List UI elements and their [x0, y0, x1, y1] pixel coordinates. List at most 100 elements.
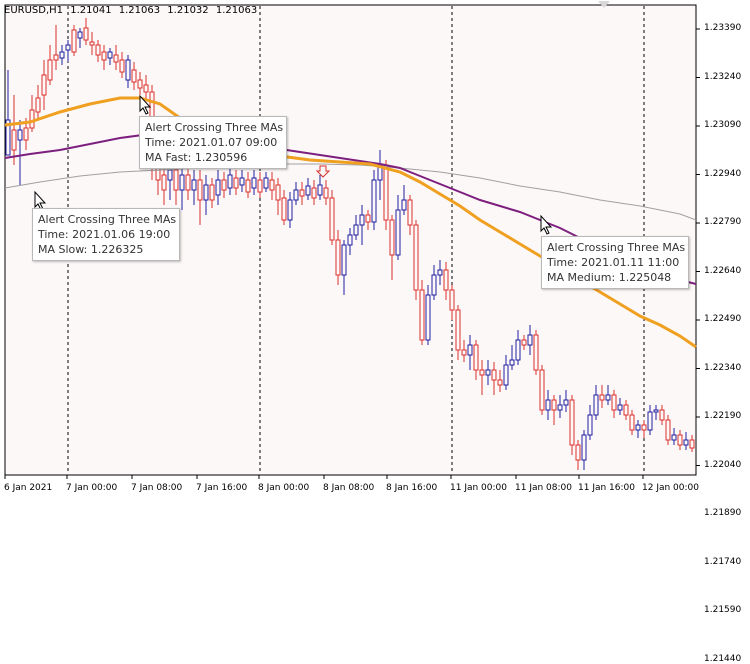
candle-body [275, 184, 281, 201]
candle-body [611, 394, 617, 411]
candle-body [515, 339, 521, 361]
alert-tooltip-medium: Alert Crossing Three MAs Time: 2021.01.1… [541, 236, 689, 289]
candle-body [251, 177, 257, 189]
price-tick-label: 1.21890 [704, 508, 742, 518]
candle-body [71, 29, 77, 53]
alert-arrow-icon [315, 165, 331, 178]
candle-body [119, 59, 125, 73]
ma-slow-line [4, 163, 697, 221]
candle-body [305, 185, 311, 196]
candle-body [563, 399, 569, 406]
candle-body [671, 434, 677, 441]
candle-body [623, 404, 629, 416]
candle-body [167, 169, 173, 181]
price-tick-label: 1.23390 [704, 23, 742, 33]
candle-body [677, 434, 683, 446]
tooltip-value: MA Medium: 1.225048 [547, 271, 672, 284]
candle-body [125, 59, 131, 81]
tooltip-title: Alert Crossing Three MAs [145, 121, 284, 134]
candle-body [629, 414, 635, 431]
candle-body [407, 199, 413, 226]
candle-body [95, 44, 101, 56]
low-value: 1.21032 [167, 5, 209, 16]
alert-tooltip-slow: Alert Crossing Three MAs Time: 2021.01.0… [32, 208, 180, 261]
candle-body [689, 439, 695, 449]
price-tick-label: 1.22490 [704, 314, 742, 324]
time-tick-label: 6 Jan 2021 [4, 483, 53, 493]
candle-body [413, 224, 419, 291]
candle-body [569, 399, 575, 446]
candle-body [335, 239, 341, 276]
candle-body [557, 404, 563, 411]
candle-body [299, 189, 305, 197]
candle-body [491, 369, 497, 381]
price-tick-label: 1.22040 [704, 459, 742, 470]
candle-body [23, 127, 29, 141]
price-tick-label: 1.21440 [704, 653, 742, 664]
candle-body [293, 189, 299, 201]
candle-body [221, 179, 227, 191]
candle-body [227, 174, 233, 189]
candle-body [359, 214, 365, 226]
time-tick-label: 7 Jan 08:00 [131, 483, 183, 493]
candle-body [197, 179, 203, 201]
candle-body [5, 119, 11, 156]
time-tick-label: 7 Jan 00:00 [66, 483, 118, 493]
candles [5, 18, 695, 470]
candle-body [635, 424, 641, 431]
candle-body [431, 274, 437, 296]
cursor-icon [139, 94, 152, 115]
candle-body [539, 369, 545, 411]
candle-body [419, 289, 425, 341]
candle-body [323, 187, 329, 199]
candle-body [617, 404, 623, 411]
symbol-header: EURUSD,H1 1.21041 1.21063 1.21032 1.2106… [4, 5, 261, 16]
tooltip-value: MA Slow: 1.226325 [38, 243, 144, 256]
candle-body [329, 197, 335, 241]
time-tick-label: 8 Jan 08:00 [323, 483, 375, 493]
candle-body [185, 174, 191, 191]
cursor-icon [540, 214, 553, 235]
candle-body [389, 219, 395, 256]
candle-body [467, 344, 473, 356]
tooltip-time: Time: 2021.01.06 19:00 [38, 228, 171, 241]
candle-body [665, 419, 671, 441]
price-tick-label: 1.21590 [704, 605, 742, 615]
tooltip-title: Alert Crossing Three MAs [547, 241, 686, 254]
candle-body [479, 369, 485, 376]
candle-body [203, 184, 209, 201]
candle-body [527, 334, 533, 346]
time-tick-label: 11 Jan 08:00 [515, 483, 572, 493]
candle-body [647, 411, 653, 431]
candle-body [641, 424, 647, 431]
candle-body [395, 209, 401, 256]
price-ticks [4, 28, 700, 479]
candle-body [653, 409, 659, 413]
tooltip-title: Alert Crossing Three MAs [38, 213, 177, 226]
candle-body [683, 439, 689, 446]
candle-body [503, 364, 509, 386]
candle-body [587, 414, 593, 436]
candle-body [257, 179, 263, 193]
price-tick-label: 1.22640 [704, 265, 742, 276]
open-value: 1.21041 [70, 5, 112, 16]
candle-body [311, 187, 317, 199]
candle-body [347, 234, 353, 246]
candle-body [107, 51, 113, 59]
candle-body [593, 394, 599, 416]
price-tick-label: 1.22790 [704, 217, 742, 227]
tooltip-value: MA Fast: 1.230596 [145, 151, 248, 164]
candle-body [77, 31, 83, 39]
candle-body [287, 199, 293, 221]
close-value: 1.21063 [215, 5, 258, 16]
candle-body [215, 179, 221, 196]
candle-body [41, 74, 47, 96]
candle-body [599, 394, 605, 401]
price-tick-label: 1.23240 [704, 71, 742, 82]
candle-body [401, 199, 407, 211]
candle-body [47, 59, 53, 81]
time-tick-label: 8 Jan 00:00 [258, 483, 310, 493]
candle-body [371, 179, 377, 223]
candle-body [173, 169, 179, 191]
